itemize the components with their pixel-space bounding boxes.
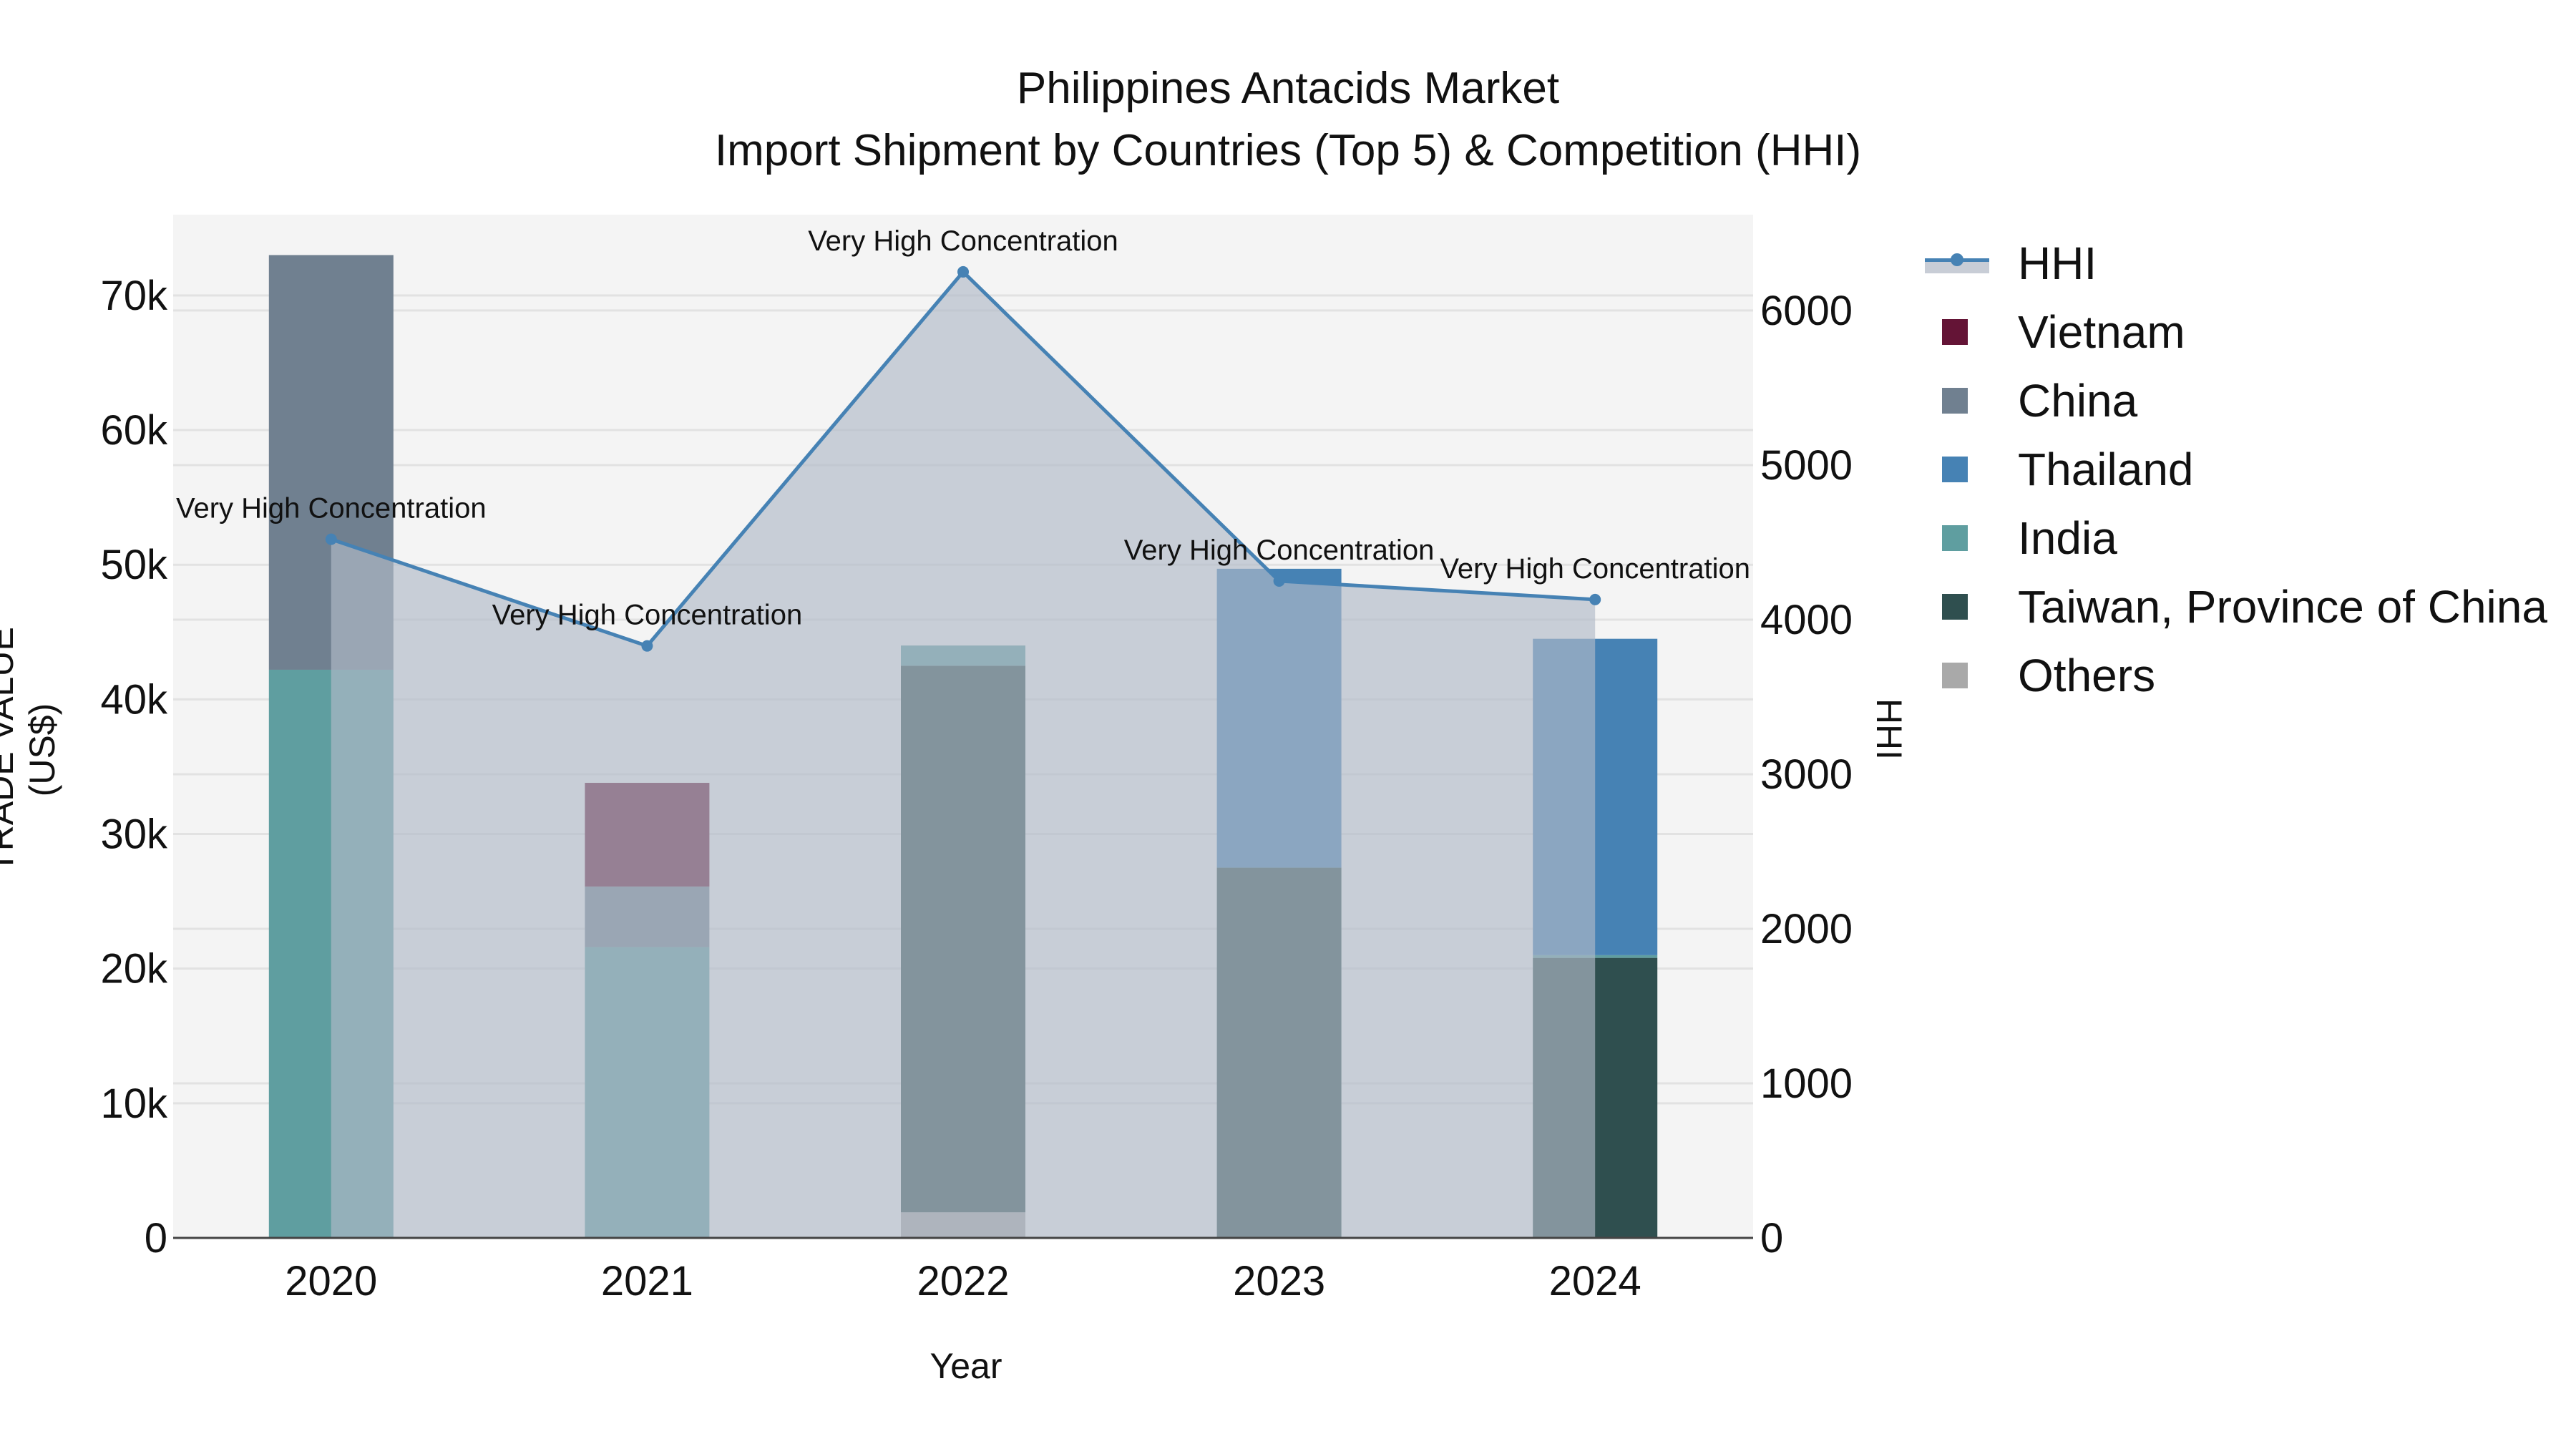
hhi-annotation: Very High Concentration	[492, 600, 803, 631]
hhi-point[interactable]	[325, 533, 337, 545]
y-left-tick-label: 60k	[100, 407, 168, 454]
y-axis-right-title: HHI	[1869, 698, 1909, 761]
hhi-annotation: Very High Concentration	[1440, 553, 1750, 585]
legend-item-india[interactable]: India	[1925, 504, 2547, 572]
y-left-tick-label: 50k	[100, 542, 168, 588]
legend-label: Taiwan, Province of China	[2018, 581, 2547, 633]
legend-label: Thailand	[2018, 444, 2194, 495]
y-right-tick-label: 5000	[1760, 442, 1853, 489]
legend-label: HHI	[2018, 238, 2097, 289]
x-tick-label: 2020	[285, 1258, 377, 1304]
y-left-tick-label: 30k	[100, 811, 168, 858]
legend-label: India	[2018, 512, 2117, 564]
x-tick-label: 2024	[1549, 1258, 1641, 1304]
x-tick-label: 2022	[917, 1258, 1009, 1304]
y-right-tick-label: 4000	[1760, 597, 1853, 643]
hhi-point[interactable]	[1589, 593, 1601, 605]
legend-item-hhi[interactable]: HHI	[1925, 229, 2547, 298]
chart-title-line2: Import Shipment by Countries (Top 5) & C…	[714, 126, 1862, 175]
legend-item-others[interactable]: Others	[1925, 641, 2547, 710]
legend-item-taiwan[interactable]: Taiwan, Province of China	[1925, 572, 2547, 641]
y-axis-left-title: TRADE VALUE (US$)	[0, 627, 62, 873]
y-right-tick-label: 6000	[1760, 288, 1853, 334]
hhi-point[interactable]	[957, 265, 969, 278]
y-left-tick-label: 20k	[100, 946, 168, 992]
swatch-icon	[1942, 457, 1968, 482]
chart-title-line1: Philippines Antacids Market	[1016, 64, 1560, 113]
hhi-annotation: Very High Concentration	[808, 225, 1118, 257]
hhi-point[interactable]	[1273, 575, 1285, 587]
swatch-icon	[1942, 388, 1968, 414]
legend-label: Vietnam	[2018, 306, 2185, 358]
y-right-tick-label: 0	[1760, 1215, 1783, 1262]
legend-label: Others	[2018, 650, 2156, 701]
hhi-point[interactable]	[641, 640, 653, 652]
hhi-annotation: Very High Concentration	[1124, 535, 1435, 566]
swatch-icon	[1942, 594, 1968, 620]
x-axis-title: Year	[930, 1346, 1002, 1386]
swatch-icon	[1942, 525, 1968, 551]
swatch-icon	[1942, 319, 1968, 345]
y-left-tick-label: 70k	[100, 273, 168, 319]
legend-item-thailand[interactable]: Thailand	[1925, 435, 2547, 504]
y-left-tick-label: 10k	[100, 1080, 168, 1127]
x-tick-label: 2023	[1233, 1258, 1325, 1304]
legend: HHI Vietnam China Thailand India Taiwan,…	[1925, 229, 2547, 710]
line-marker-icon	[1925, 249, 1989, 278]
x-tick-label: 2021	[601, 1258, 693, 1304]
legend-label: China	[2018, 375, 2138, 426]
hhi-annotation: Very High Concentration	[176, 493, 487, 525]
legend-item-vietnam[interactable]: Vietnam	[1925, 298, 2547, 366]
y-left-tick-label: 40k	[100, 676, 168, 723]
y-right-tick-label: 1000	[1760, 1060, 1853, 1107]
y-right-tick-label: 2000	[1760, 906, 1853, 952]
y-left-tick-label: 0	[145, 1215, 167, 1262]
swatch-icon	[1942, 663, 1968, 688]
hhi-area	[331, 271, 1596, 1239]
y-right-tick-label: 3000	[1760, 751, 1853, 798]
legend-item-china[interactable]: China	[1925, 366, 2547, 435]
